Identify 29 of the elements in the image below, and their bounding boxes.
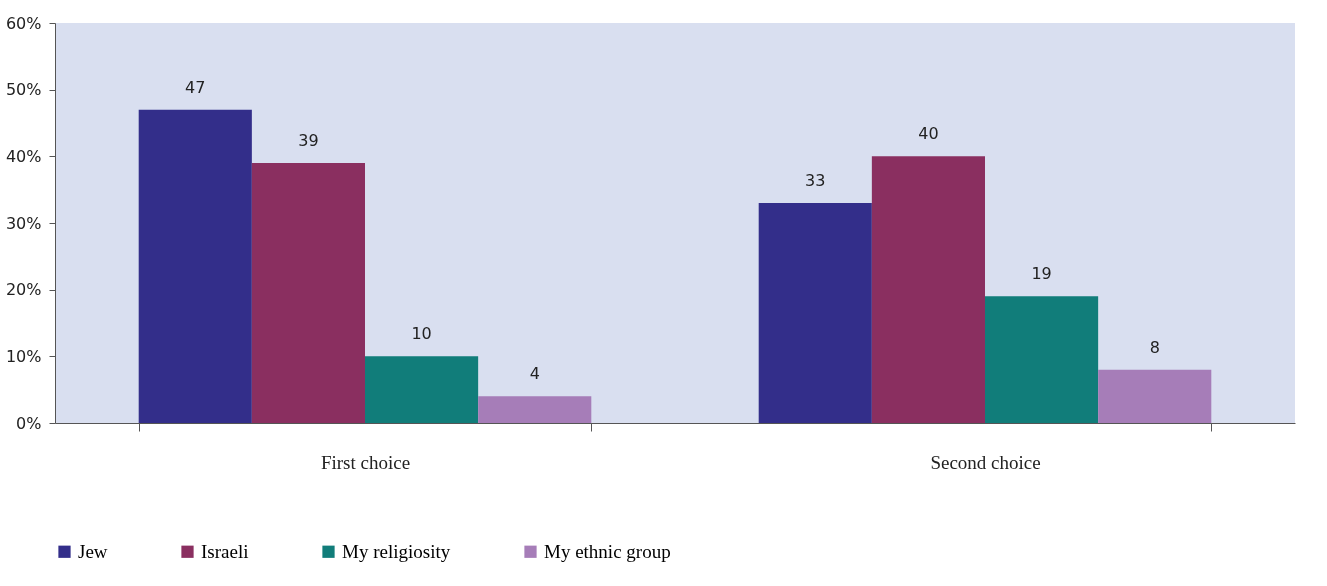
bar xyxy=(758,203,872,423)
legend-label: Jew xyxy=(78,540,108,562)
legend-label: My religiosity xyxy=(342,540,451,562)
legend-label: My ethnic group xyxy=(544,540,671,562)
data-label: 10 xyxy=(411,324,432,344)
y-tick-label: 30% xyxy=(5,213,42,233)
data-label: 4 xyxy=(529,364,540,384)
data-label: 8 xyxy=(1149,337,1160,357)
bar xyxy=(871,156,985,423)
y-tick-label: 60% xyxy=(5,13,42,33)
bar xyxy=(985,296,1099,423)
data-label: 19 xyxy=(1031,264,1052,284)
y-tick-label: 20% xyxy=(5,280,42,300)
x-tick-label: Second choice xyxy=(930,451,1041,473)
legend-label: Israeli xyxy=(201,540,249,562)
x-tick-label: First choice xyxy=(320,451,411,473)
data-label: 47 xyxy=(185,77,206,97)
y-tick-label: 50% xyxy=(5,80,42,100)
bar xyxy=(1098,369,1212,423)
y-tick-label: 0% xyxy=(16,413,42,433)
y-tick-label: 10% xyxy=(5,346,42,366)
bar xyxy=(478,396,592,423)
data-label: 40 xyxy=(918,124,939,144)
data-label: 39 xyxy=(298,131,319,150)
y-tick-label: 40% xyxy=(5,146,42,166)
bar xyxy=(365,356,479,423)
data-label: 33 xyxy=(805,171,826,190)
bar xyxy=(138,109,252,423)
bar xyxy=(251,163,365,423)
